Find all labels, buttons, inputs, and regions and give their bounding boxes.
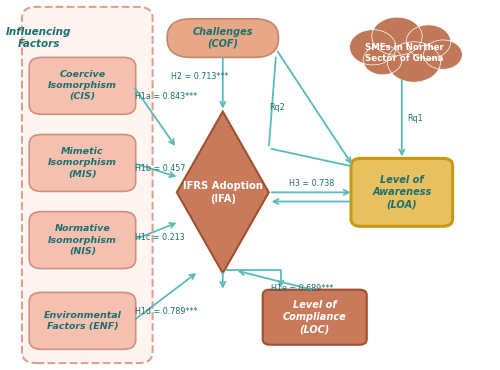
Text: Rq2: Rq2	[269, 103, 284, 112]
Text: SMEs in Norther
Sector of Ghana: SMEs in Norther Sector of Ghana	[365, 43, 444, 63]
FancyBboxPatch shape	[29, 212, 136, 269]
Polygon shape	[177, 112, 269, 273]
Text: Mimetic
Isomorphism
(MIS): Mimetic Isomorphism (MIS)	[48, 147, 117, 179]
Text: Normative
Isomorphism
(NIS): Normative Isomorphism (NIS)	[48, 225, 117, 256]
Text: Rq1: Rq1	[408, 114, 424, 123]
FancyBboxPatch shape	[167, 19, 278, 57]
Text: H1c = 0.213: H1c = 0.213	[134, 233, 184, 242]
FancyBboxPatch shape	[29, 57, 136, 114]
Circle shape	[372, 17, 422, 56]
Text: H3 = 0.738: H3 = 0.738	[289, 179, 335, 188]
Text: H1a = 0.843***: H1a = 0.843***	[134, 92, 197, 101]
Text: Level of
Compliance
(LOC): Level of Compliance (LOC)	[283, 300, 346, 334]
Text: Environmental
Factors (ENF): Environmental Factors (ENF)	[44, 311, 122, 331]
FancyBboxPatch shape	[29, 135, 136, 191]
Text: Influencing
Factors: Influencing Factors	[6, 27, 71, 49]
Text: Level of
Awareness
(LOA): Level of Awareness (LOA)	[372, 175, 432, 210]
FancyBboxPatch shape	[22, 7, 152, 363]
Text: IFRS Adoption
(IFA): IFRS Adoption (IFA)	[183, 181, 262, 204]
Circle shape	[388, 42, 440, 82]
Circle shape	[424, 40, 463, 69]
Text: H1b = 0.457: H1b = 0.457	[134, 164, 185, 173]
FancyBboxPatch shape	[351, 158, 452, 226]
Text: Coercive
Isomorphism
(CIS): Coercive Isomorphism (CIS)	[48, 70, 117, 101]
Circle shape	[406, 25, 450, 59]
Text: H1d = 0.789***: H1d = 0.789***	[134, 307, 197, 316]
FancyBboxPatch shape	[29, 292, 136, 349]
FancyBboxPatch shape	[262, 290, 366, 345]
Text: Challenges
(COF): Challenges (COF)	[192, 27, 253, 49]
Text: H2 = 0.713***: H2 = 0.713***	[170, 72, 228, 81]
Text: H1e = 0.689***: H1e = 0.689***	[271, 285, 334, 293]
Circle shape	[363, 46, 402, 75]
Circle shape	[350, 30, 396, 65]
